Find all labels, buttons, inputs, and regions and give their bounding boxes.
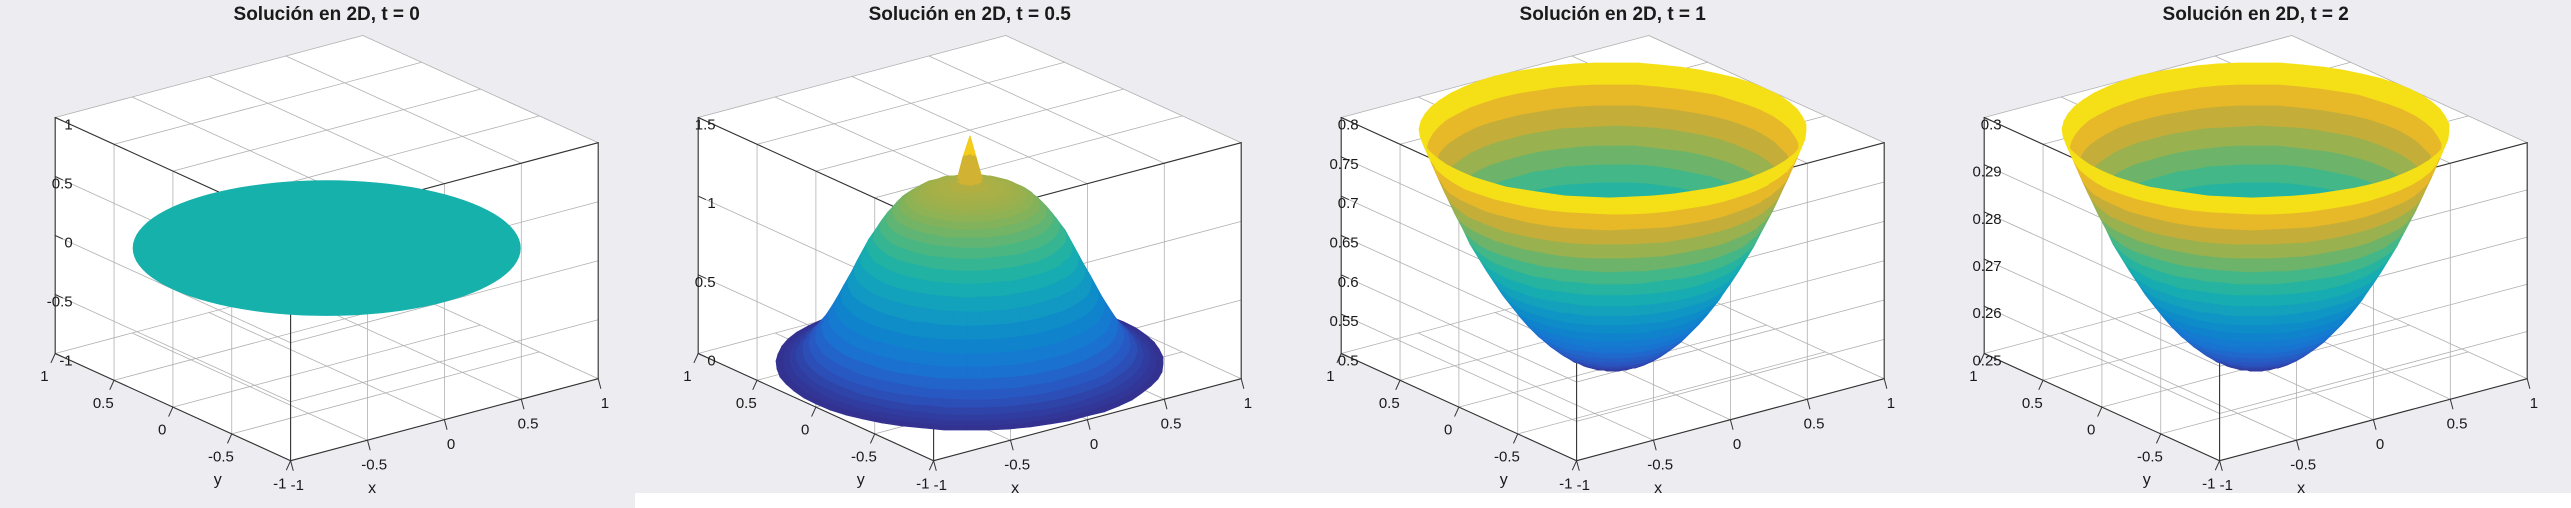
svg-text:0: 0 [801, 422, 809, 439]
svg-text:-1: -1 [1577, 477, 1590, 494]
svg-text:1: 1 [1887, 395, 1895, 412]
svg-text:0: 0 [1090, 436, 1098, 453]
svg-text:1: 1 [1326, 368, 1334, 385]
svg-text:0.5: 0.5 [1804, 415, 1825, 432]
svg-text:0.75: 0.75 [1329, 156, 1358, 173]
svg-text:0.7: 0.7 [1338, 195, 1359, 212]
svg-text:Solución en 2D, t = 0.5: Solución en 2D, t = 0.5 [869, 4, 1072, 25]
svg-text:-0.5: -0.5 [1494, 449, 1520, 466]
svg-text:-1: -1 [59, 352, 72, 369]
svg-text:0: 0 [2376, 436, 2384, 453]
svg-text:0.3: 0.3 [1981, 116, 2002, 133]
svg-text:-0.5: -0.5 [361, 456, 387, 473]
svg-text:0.5: 0.5 [1338, 352, 1359, 369]
svg-text:0.5: 0.5 [695, 274, 716, 291]
svg-text:0.8: 0.8 [1338, 116, 1359, 133]
svg-text:1: 1 [64, 116, 72, 133]
svg-text:-0.5: -0.5 [1647, 456, 1673, 473]
svg-text:0.5: 0.5 [518, 415, 539, 432]
svg-text:Solución en 2D, t = 0: Solución en 2D, t = 0 [234, 4, 420, 25]
svg-text:1: 1 [683, 368, 691, 385]
svg-text:y: y [2143, 471, 2151, 488]
svg-text:0.5: 0.5 [2022, 395, 2043, 412]
svg-text:Solución en 2D, t = 2: Solución en 2D, t = 2 [2163, 4, 2349, 25]
svg-text:0.26: 0.26 [1972, 305, 2001, 322]
svg-text:0.25: 0.25 [1972, 352, 2001, 369]
svg-text:1: 1 [601, 395, 609, 412]
svg-text:0: 0 [2087, 422, 2095, 439]
svg-text:0.65: 0.65 [1329, 234, 1358, 251]
svg-text:1.5: 1.5 [695, 116, 716, 133]
svg-text:1: 1 [1969, 368, 1977, 385]
svg-text:Solución en 2D, t = 1: Solución en 2D, t = 1 [1520, 4, 1707, 25]
svg-text:0.5: 0.5 [2447, 415, 2468, 432]
svg-text:1: 1 [2530, 395, 2538, 412]
svg-text:0.5: 0.5 [1379, 395, 1400, 412]
svg-text:-0.5: -0.5 [208, 449, 234, 466]
svg-text:-1: -1 [2202, 475, 2215, 492]
svg-text:0: 0 [707, 352, 715, 369]
svg-text:0: 0 [158, 422, 166, 439]
svg-text:0: 0 [1733, 436, 1741, 453]
svg-text:x: x [368, 480, 376, 497]
svg-text:-1: -1 [291, 477, 304, 494]
svg-text:0: 0 [1444, 422, 1452, 439]
svg-text:-0.5: -0.5 [47, 293, 73, 310]
svg-text:-1: -1 [916, 475, 929, 492]
svg-text:-1: -1 [273, 475, 286, 492]
svg-text:0.27: 0.27 [1972, 258, 2001, 275]
svg-text:0.6: 0.6 [1338, 274, 1359, 291]
svg-text:0.5: 0.5 [93, 395, 114, 412]
svg-text:-1: -1 [2220, 477, 2233, 494]
svg-text:-0.5: -0.5 [2137, 449, 2163, 466]
svg-text:y: y [1500, 471, 1508, 488]
svg-text:-0.5: -0.5 [2290, 456, 2316, 473]
svg-text:0.28: 0.28 [1972, 211, 2001, 228]
svg-text:0.55: 0.55 [1329, 313, 1358, 330]
svg-text:0.5: 0.5 [736, 395, 757, 412]
svg-text:y: y [214, 471, 222, 488]
svg-text:1: 1 [1244, 395, 1252, 412]
svg-text:y: y [857, 471, 865, 488]
svg-text:0.29: 0.29 [1972, 164, 2001, 181]
svg-text:0.5: 0.5 [52, 175, 73, 192]
svg-text:0.5: 0.5 [1161, 415, 1182, 432]
svg-text:0: 0 [447, 436, 455, 453]
svg-text:0: 0 [64, 234, 72, 251]
svg-text:-0.5: -0.5 [851, 449, 877, 466]
svg-text:1: 1 [40, 368, 48, 385]
svg-text:-1: -1 [1559, 475, 1572, 492]
svg-text:1: 1 [707, 195, 715, 212]
svg-text:-1: -1 [934, 477, 947, 494]
svg-text:-0.5: -0.5 [1004, 456, 1030, 473]
